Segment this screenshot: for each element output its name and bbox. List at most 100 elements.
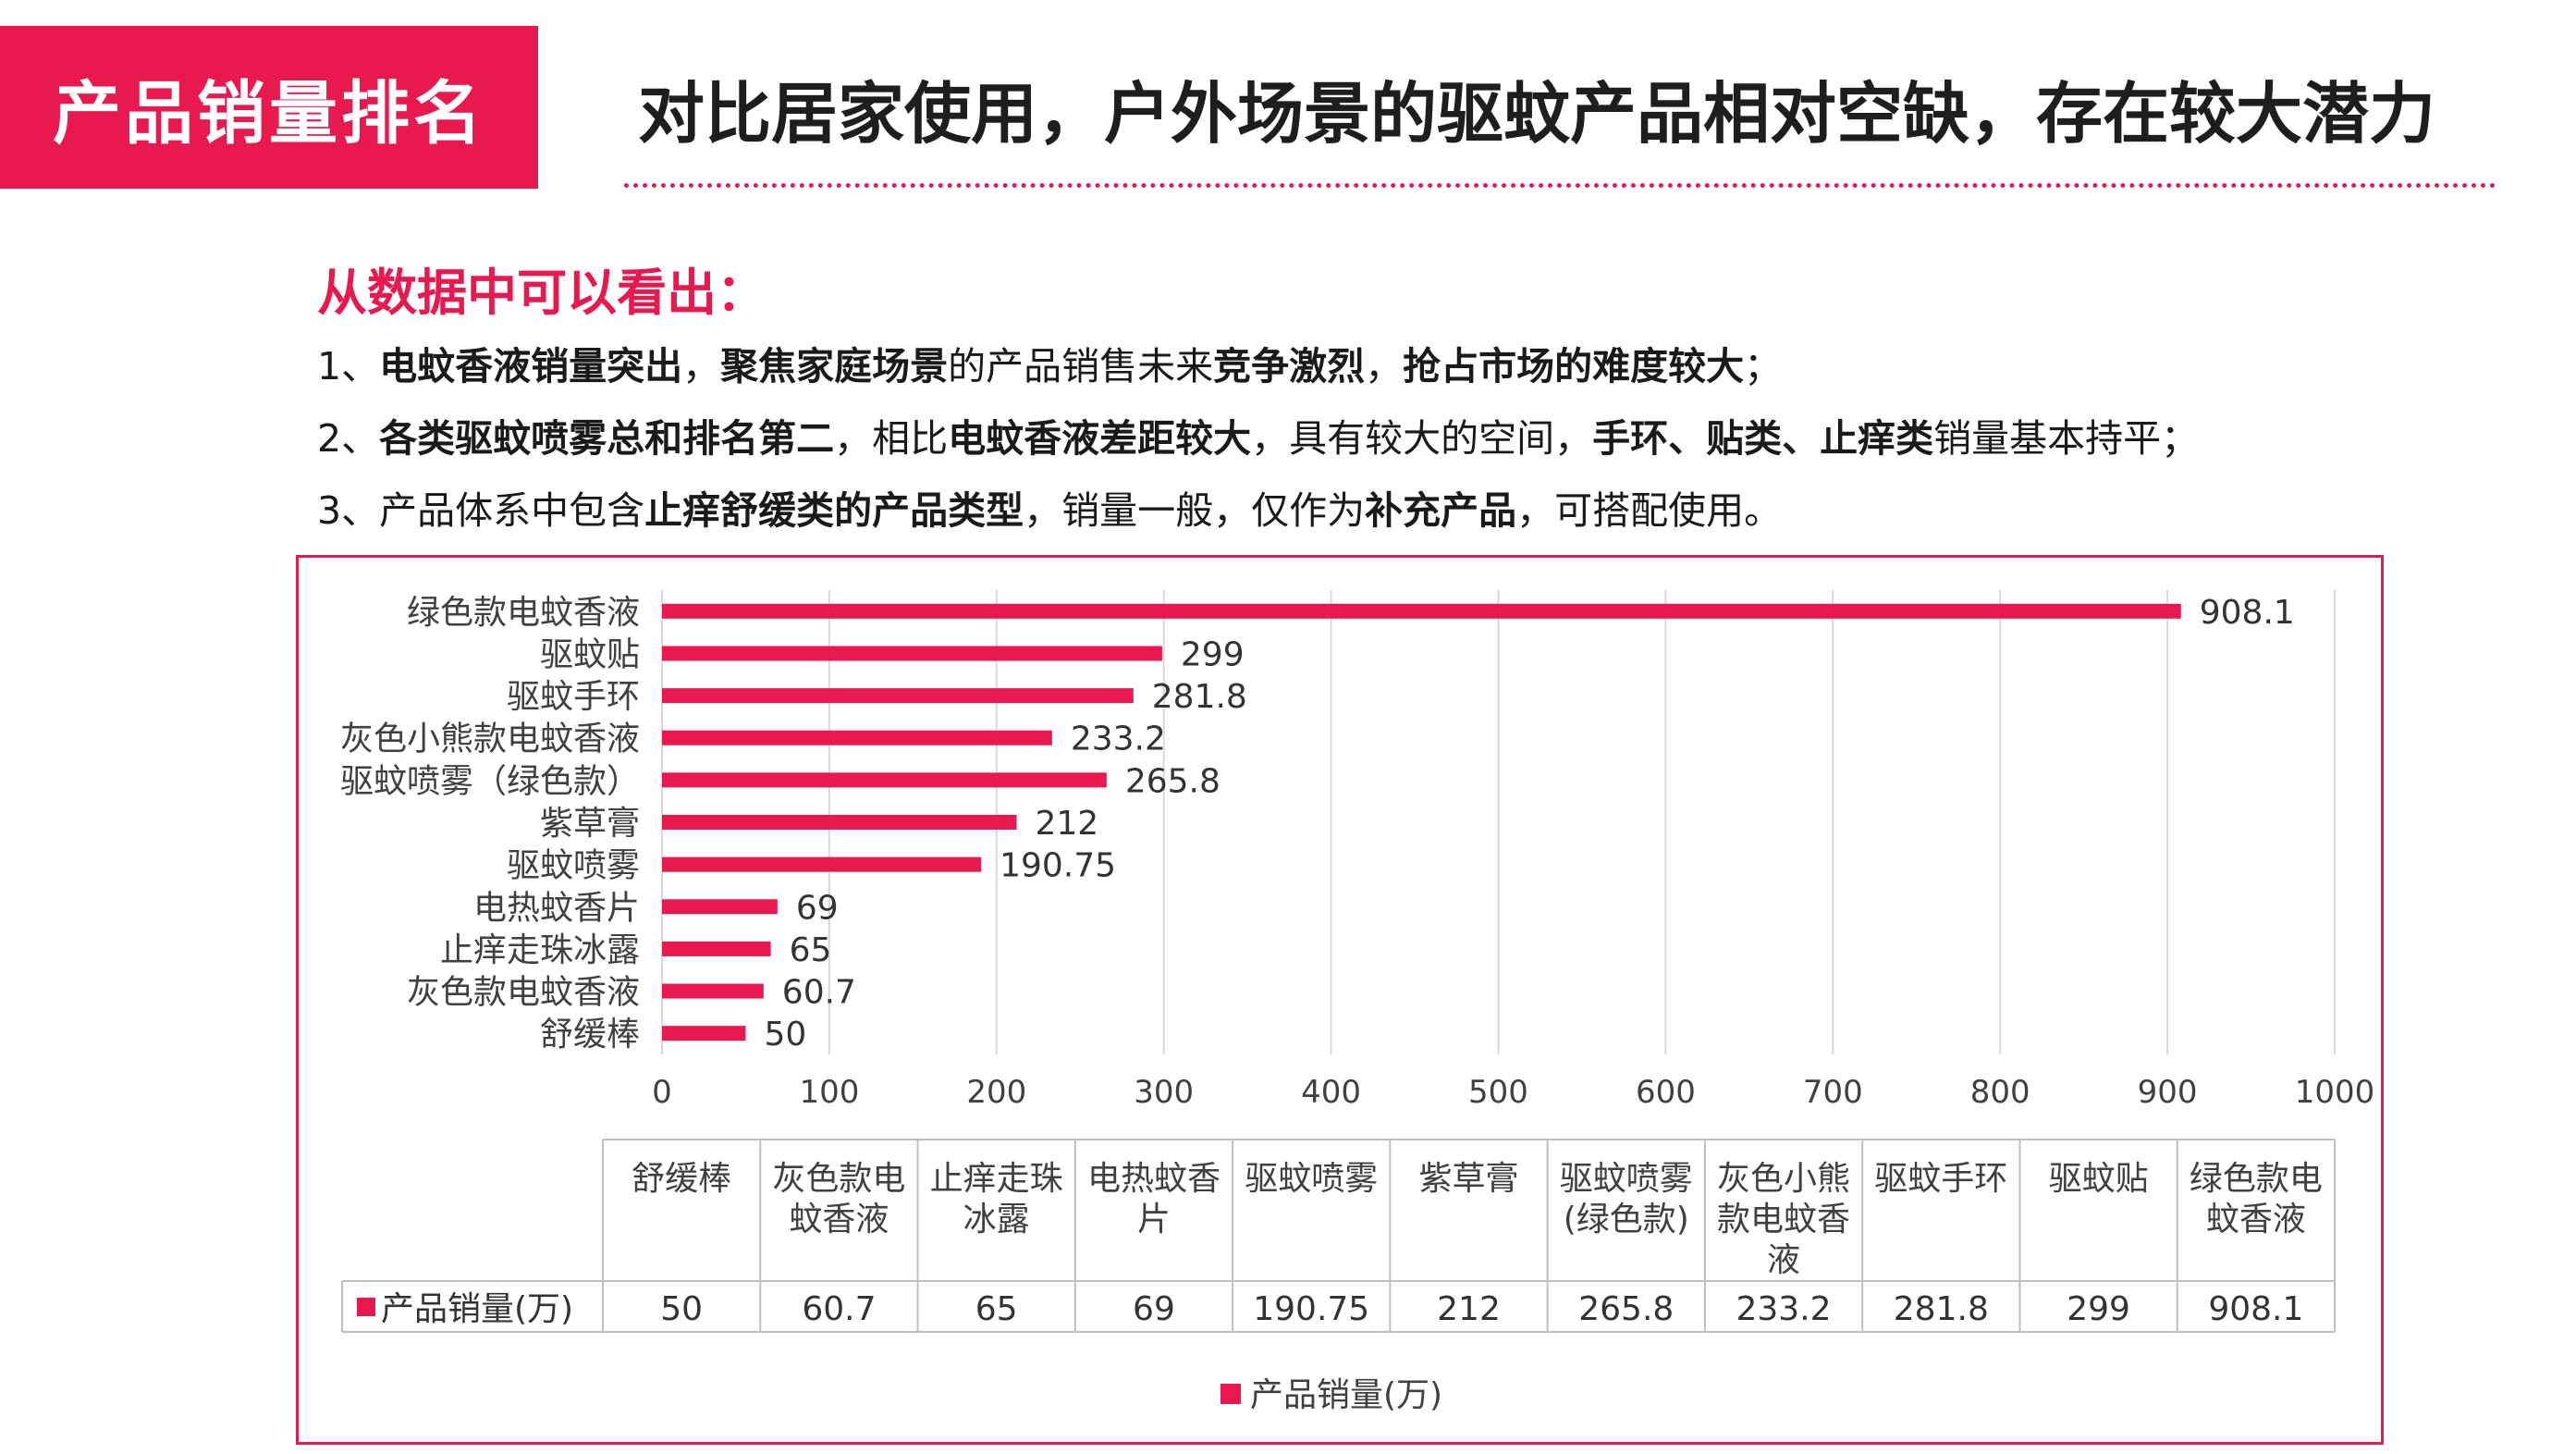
category-label: 驱蚊喷雾 [507,847,640,885]
bar-value-label: 190.75 [1000,847,1116,885]
x-tick-label: 1000 [2295,1074,2375,1111]
category-label: 灰色小熊款电蚊香液 [340,721,640,758]
section-tag: 产品销量排名 [0,26,538,189]
insight-segment: ，相比 [834,416,949,461]
category-label: 驱蚊手环 [507,678,640,716]
bar-value-label: 69 [796,889,839,927]
table-value-cell: 265.8 [1578,1290,1674,1328]
dotted-divider [624,183,2496,188]
bar [662,688,1134,704]
table-value-cell: 50 [660,1290,703,1328]
bar-value-label: 233.2 [1071,721,1166,758]
table-row-label: 产品销量(万) [381,1290,573,1328]
table-header-cell: 灰色款电 [772,1160,905,1198]
table-header-cell: 绿色款电 [2190,1160,2323,1198]
bar-value-label: 908.1 [2200,594,2295,632]
bar [662,941,771,956]
table-header-cell: 蚊香液 [789,1201,889,1238]
bar-value-label: 212 [1036,805,1099,843]
insight-segment: ， [1365,344,1404,388]
x-tick-label: 200 [966,1074,1026,1111]
table-header-cell: 电热蚊香 [1087,1160,1221,1198]
category-label: 止痒走珠冰露 [440,931,640,969]
insight-line-3: 3、产品体系中包含止痒舒缓类的产品类型，销量一般，仅作为补充产品，可搭配使用。 [317,479,1782,535]
table-value-cell: 281.8 [1894,1290,1989,1328]
table-legend-key [357,1298,375,1316]
insight-segment: 3、产品体系中包含 [317,488,645,533]
insight-segment: 手环、贴类、止痒类 [1592,416,1934,461]
table-header-cell: 蚊香液 [2206,1201,2306,1238]
x-tick-label: 100 [799,1074,859,1111]
table-header-cell: 止痒走珠 [930,1160,1063,1198]
table-value-cell: 299 [2067,1290,2130,1328]
category-label: 舒缓棒 [540,1016,640,1054]
insight-segment: 电蚊香液差距较大 [948,416,1252,461]
table-header-cell: 片 [1137,1201,1171,1238]
insight-segment: 的产品销售未来 [948,344,1214,388]
bar [662,983,764,999]
category-label: 绿色款电蚊香液 [407,594,640,632]
insight-segment: 2、 [317,416,380,461]
table-value-cell: 233.2 [1736,1290,1832,1328]
table-value-cell: 908.1 [2208,1290,2303,1328]
x-tick-label: 700 [1803,1074,1863,1111]
table-value-cell: 69 [1133,1290,1175,1328]
insight-segment: 各类驱蚊喷雾总和排名第二 [379,416,835,461]
bar-value-label: 65 [790,931,832,969]
bar [662,856,982,872]
bar-value-label: 265.8 [1125,762,1221,800]
insight-segment: ， [682,344,721,388]
insight-segment: ，销量一般，仅作为 [1024,488,1366,533]
insight-segment: 电蚊香液销量突出 [379,344,683,388]
bar-value-label: 281.8 [1152,678,1247,716]
category-label: 驱蚊贴 [540,635,640,673]
legend-label: 产品销量(万) [1250,1376,1442,1414]
x-tick-label: 400 [1301,1074,1361,1111]
insights-title: 从数据中可以看出： [317,264,767,322]
table-header-cell: 灰色小熊 [1717,1160,1850,1198]
table-header-cell: 款电蚊香 [1717,1201,1850,1238]
category-label: 电热蚊香片 [473,889,640,927]
table-header-cell: 驱蚊贴 [2049,1160,2149,1198]
table-header-cell: 舒缓棒 [632,1160,731,1198]
insight-line-1: 1、电蚊香液销量突出，聚焦家庭场景的产品销售未来竞争激烈，抢占市场的难度较大； [317,335,1782,390]
bar [662,603,2181,619]
x-tick-label: 0 [652,1074,672,1111]
table-value-cell: 60.7 [802,1290,876,1328]
category-label: 驱蚊喷雾（绿色款） [340,762,640,800]
insight-segment: 1、 [317,344,380,388]
legend-key [1221,1384,1241,1404]
bar-value-label: 60.7 [782,974,856,1012]
bar-value-label: 50 [764,1016,806,1054]
x-tick-label: 600 [1636,1074,1696,1111]
insight-segment: ； [1744,344,1783,388]
insight-segment: 抢占市场的难度较大 [1403,344,1745,388]
x-tick-label: 500 [1468,1074,1528,1111]
insight-segment: 聚焦家庭场景 [720,344,949,388]
chart-frame [296,555,2384,1445]
category-label: 灰色款电蚊香液 [407,974,640,1012]
bar [662,772,1107,788]
table-value-cell: 190.75 [1253,1290,1369,1328]
table-header-cell: 驱蚊手环 [1874,1160,2007,1198]
bar-value-label: 299 [1181,635,1245,673]
category-label: 紫草膏 [540,805,640,843]
insight-line-2: 2、各类驱蚊喷雾总和排名第二，相比电蚊香液差距较大，具有较大的空间，手环、贴类、… [317,407,2199,462]
insight-segment: 止痒舒缓类的产品类型 [644,488,1024,533]
x-tick-label: 300 [1134,1074,1194,1111]
table-header-cell: 驱蚊喷雾 [1245,1160,1378,1198]
section-tag-label: 产品销量排名 [53,73,485,154]
table-header-cell: 驱蚊喷雾 [1560,1160,1693,1198]
bar [662,646,1162,661]
table-header-cell: (绿色款) [1564,1201,1689,1238]
table-header-cell: 液 [1767,1241,1800,1279]
table-value-cell: 65 [975,1290,1018,1328]
page-headline: 对比居家使用，户外场景的驱蚊产品相对空缺，存在较大潜力 [638,75,2436,153]
table-header-cell: 冰露 [963,1201,1030,1238]
x-tick-label: 900 [2138,1074,2198,1111]
insight-segment: ，可搭配使用。 [1516,488,1783,533]
table-value-cell: 212 [1437,1290,1501,1328]
insight-segment: 补充产品 [1365,488,1517,533]
insight-segment: ，具有较大的空间， [1251,416,1593,461]
